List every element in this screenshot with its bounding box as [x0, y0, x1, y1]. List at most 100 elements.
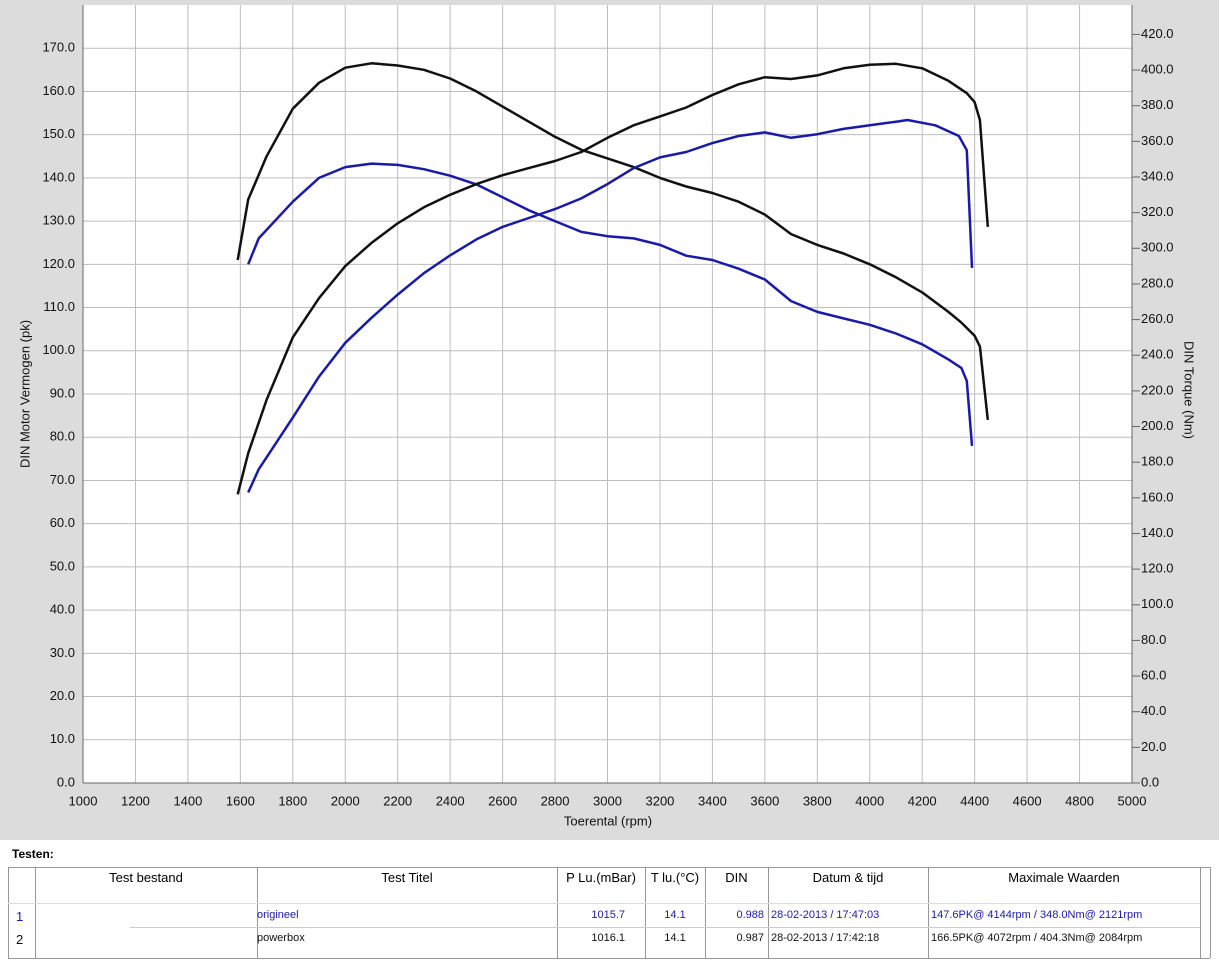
- column-header: T lu.(°C): [650, 870, 700, 885]
- y-tick-label: 90.0: [50, 385, 75, 400]
- x-tick-label: 2200: [383, 793, 412, 808]
- x-tick-label: 2800: [541, 793, 570, 808]
- y2-tick-label: 40.0: [1141, 703, 1166, 718]
- table-title: Testen:: [12, 847, 54, 861]
- y2-tick-label: 320.0: [1141, 204, 1174, 219]
- column-header: DIN: [725, 870, 748, 885]
- y-tick-label: 20.0: [50, 688, 75, 703]
- y2-tick-label: 60.0: [1141, 667, 1166, 682]
- y2-tick-label: 420.0: [1141, 26, 1174, 41]
- x-tick-label: 3400: [698, 793, 727, 808]
- column-divider: [1200, 867, 1201, 958]
- y2-axis-label: DIN Torque (Nm): [1182, 341, 1197, 439]
- x-tick-label: 1400: [173, 793, 202, 808]
- y2-tick-label: 300.0: [1141, 240, 1174, 255]
- column-divider: [35, 867, 36, 958]
- y2-tick-label: 80.0: [1141, 632, 1166, 647]
- line-series: [236, 62, 990, 495]
- y2-tick-label: 20.0: [1141, 739, 1166, 754]
- table-cell: 14.1: [664, 932, 686, 944]
- x-tick-label: 1200: [121, 793, 150, 808]
- table-cell: 1016.1: [591, 932, 625, 944]
- table-cell: 28-02-2013 / 17:42:18: [771, 932, 880, 944]
- table-cell: 1: [16, 909, 24, 924]
- line-series: [247, 162, 974, 446]
- y-tick-label: 120.0: [42, 256, 75, 271]
- column-header: Test bestand: [109, 870, 183, 885]
- y-tick-label: 150.0: [42, 126, 75, 141]
- y2-tick-label: 340.0: [1141, 168, 1174, 183]
- table-border: [8, 867, 1210, 868]
- table-cell: 0.988: [736, 909, 764, 921]
- column-header: Maximale Waarden: [1008, 870, 1120, 885]
- y2-tick-label: 160.0: [1141, 489, 1174, 504]
- column-header: Datum & tijd: [812, 870, 884, 885]
- x-axis-label: Toerental (rpm): [564, 813, 652, 828]
- x-tick-label: 5000: [1118, 793, 1147, 808]
- y2-tick-label: 180.0: [1141, 454, 1174, 469]
- column-header: P Lu.(mBar): [566, 870, 636, 885]
- y2-tick-label: 380.0: [1141, 97, 1174, 112]
- y-tick-label: 110.0: [43, 299, 75, 314]
- table-border: [8, 958, 1210, 959]
- table-cell: 1015.7: [591, 909, 625, 921]
- y2-tick-label: 240.0: [1141, 347, 1174, 362]
- y-tick-label: 70.0: [50, 472, 75, 487]
- chart: Toerental (rpm) DIN Motor Vermogen (pk) …: [0, 0, 1219, 840]
- table-cell: 0.987: [736, 932, 764, 944]
- x-tick-label: 4600: [1013, 793, 1042, 808]
- table-cell: 28-02-2013 / 17:47:03: [771, 909, 880, 921]
- y-tick-label: 40.0: [50, 602, 75, 617]
- column-divider: [557, 867, 558, 958]
- y-axis-label: DIN Motor Vermogen (pk): [17, 320, 32, 468]
- y2-tick-label: 360.0: [1141, 133, 1174, 148]
- y-tick-label: 130.0: [42, 213, 75, 228]
- y2-tick-label: 200.0: [1141, 418, 1174, 433]
- y-tick-label: 160.0: [42, 83, 75, 98]
- table-cell: powerbox: [257, 932, 305, 944]
- table-cell: 2: [16, 932, 24, 947]
- table-cell: origineel: [257, 909, 299, 921]
- x-tick-label: 2400: [436, 793, 465, 808]
- y2-tick-label: 280.0: [1141, 275, 1174, 290]
- column-divider: [645, 867, 646, 958]
- x-tick-label: 2000: [331, 793, 360, 808]
- y-tick-label: 140.0: [42, 169, 75, 184]
- y-tick-label: 50.0: [50, 558, 75, 573]
- line-series: [247, 118, 974, 494]
- y2-tick-label: 260.0: [1141, 311, 1174, 326]
- y-tick-label: 30.0: [50, 645, 75, 660]
- x-tick-label: 1600: [226, 793, 255, 808]
- column-divider: [928, 867, 929, 958]
- x-tick-label: 3000: [593, 793, 622, 808]
- x-tick-label: 3800: [803, 793, 832, 808]
- y-tick-label: 170.0: [42, 40, 75, 55]
- results-table: Testen: Test bestand Test Titel P Lu.(mBar…: [0, 840, 1219, 963]
- table-cell: 147.6PK@ 4144rpm / 348.0Nm@ 2121rpm: [931, 909, 1143, 921]
- y2-tick-label: 0.0: [1141, 774, 1159, 789]
- column-divider: [768, 867, 769, 958]
- x-tick-label: 4000: [855, 793, 884, 808]
- y2-tick-label: 220.0: [1141, 382, 1174, 397]
- column-divider: [8, 867, 9, 958]
- column-divider: [1210, 867, 1211, 958]
- column-divider: [257, 867, 258, 958]
- x-tick-label: 4800: [1065, 793, 1094, 808]
- y2-tick-label: 140.0: [1141, 525, 1174, 540]
- y-tick-label: 60.0: [50, 515, 75, 530]
- y2-tick-label: 120.0: [1141, 561, 1174, 576]
- x-tick-label: 1000: [69, 793, 98, 808]
- y2-tick-label: 100.0: [1141, 596, 1174, 611]
- row-divider: [130, 927, 1200, 928]
- x-tick-label: 4200: [908, 793, 937, 808]
- row-divider: [8, 903, 1200, 904]
- x-tick-label: 4400: [960, 793, 989, 808]
- table-cell: 166.5PK@ 4072rpm / 404.3Nm@ 2084rpm: [931, 932, 1143, 944]
- table-cell: 14.1: [664, 909, 686, 921]
- y-tick-label: 80.0: [50, 429, 75, 444]
- column-divider: [705, 867, 706, 958]
- y-tick-label: 10.0: [50, 731, 75, 746]
- y2-tick-label: 400.0: [1141, 61, 1174, 76]
- x-tick-label: 3200: [645, 793, 674, 808]
